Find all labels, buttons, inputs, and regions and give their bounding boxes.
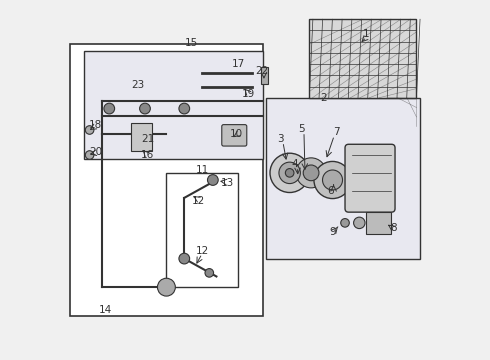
- Bar: [70, 44, 263, 316]
- Circle shape: [85, 151, 94, 159]
- Text: 21: 21: [141, 134, 154, 144]
- Bar: [267, 98, 420, 258]
- Circle shape: [140, 103, 150, 114]
- Circle shape: [296, 158, 326, 188]
- FancyBboxPatch shape: [222, 125, 247, 146]
- Text: 6: 6: [327, 186, 334, 196]
- Text: 23: 23: [131, 80, 145, 90]
- Text: 9: 9: [329, 227, 336, 237]
- Bar: [309, 19, 416, 98]
- Text: 12: 12: [192, 197, 205, 206]
- Text: 18: 18: [89, 120, 102, 130]
- Text: 13: 13: [221, 178, 235, 188]
- Circle shape: [303, 165, 319, 181]
- Text: 16: 16: [141, 150, 154, 160]
- Text: 7: 7: [333, 127, 340, 137]
- Text: 4: 4: [292, 159, 298, 169]
- Text: 2: 2: [320, 93, 327, 103]
- Circle shape: [207, 175, 218, 185]
- Text: 11: 11: [196, 165, 209, 175]
- Circle shape: [104, 103, 115, 114]
- Circle shape: [322, 170, 343, 190]
- Bar: [367, 212, 392, 234]
- Circle shape: [270, 153, 309, 193]
- Circle shape: [341, 219, 349, 227]
- Text: 10: 10: [229, 129, 243, 139]
- Circle shape: [285, 168, 294, 177]
- Bar: [261, 67, 268, 84]
- Circle shape: [85, 126, 94, 134]
- Text: 5: 5: [298, 124, 304, 134]
- FancyBboxPatch shape: [345, 144, 395, 212]
- Circle shape: [179, 253, 190, 264]
- Circle shape: [314, 161, 351, 199]
- Circle shape: [279, 162, 300, 184]
- Text: 20: 20: [89, 147, 102, 157]
- Circle shape: [205, 269, 214, 277]
- Circle shape: [157, 278, 175, 296]
- Text: 1: 1: [363, 28, 370, 39]
- Circle shape: [354, 217, 365, 229]
- Bar: [167, 173, 238, 287]
- Circle shape: [179, 103, 190, 114]
- Text: 3: 3: [277, 134, 283, 144]
- Text: 19: 19: [242, 89, 255, 99]
- Text: 15: 15: [185, 38, 198, 48]
- Text: 8: 8: [390, 223, 396, 233]
- Bar: [131, 123, 152, 152]
- Text: 22: 22: [255, 66, 269, 76]
- Text: 12: 12: [196, 247, 209, 256]
- Text: 17: 17: [232, 59, 245, 69]
- Bar: [84, 51, 263, 158]
- Text: 14: 14: [99, 305, 112, 315]
